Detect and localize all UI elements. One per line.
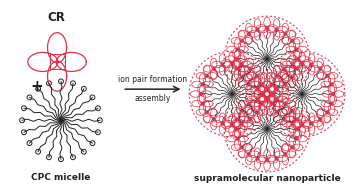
Text: ion pair formation: ion pair formation xyxy=(118,75,187,84)
Text: +: + xyxy=(30,79,43,94)
Text: CPC micelle: CPC micelle xyxy=(31,173,91,181)
Text: assembly: assembly xyxy=(135,94,171,103)
Text: CR: CR xyxy=(47,11,65,24)
Text: supramolecular nanoparticle: supramolecular nanoparticle xyxy=(194,174,341,184)
